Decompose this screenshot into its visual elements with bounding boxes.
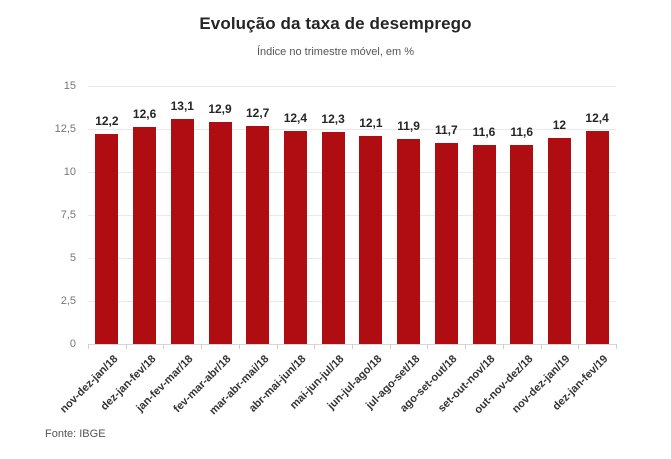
- y-tick-label: 5: [69, 252, 76, 264]
- x-axis-tick: [314, 344, 316, 349]
- x-axis-tick: [578, 344, 580, 349]
- y-tick-label: 0: [69, 338, 76, 350]
- bar: [95, 134, 119, 344]
- y-tick-label: 10: [63, 166, 76, 178]
- x-axis-tick: [88, 344, 89, 349]
- bar: [133, 127, 157, 344]
- x-axis-tick: [616, 344, 617, 349]
- bar: [208, 122, 232, 344]
- x-axis-tick: [201, 344, 203, 349]
- bar-value-label: 12,4: [585, 110, 609, 125]
- y-tick-label: 12,5: [54, 123, 76, 135]
- bar-value-label: 12,9: [208, 102, 232, 117]
- x-axis-tick: [427, 344, 429, 349]
- bar-value-label: 12,1: [359, 115, 383, 130]
- x-axis-tick: [352, 344, 353, 349]
- x-axis-tick: [163, 344, 165, 349]
- x-axis-tick: [502, 344, 504, 349]
- x-axis-tick: [238, 344, 240, 349]
- x-axis-tick: [465, 344, 467, 349]
- gridline: [88, 172, 616, 173]
- gridline: [88, 215, 616, 216]
- bar-value-label: 11,7: [434, 122, 458, 137]
- bar: [397, 139, 421, 344]
- bar: [246, 125, 270, 344]
- bar: [170, 118, 194, 344]
- y-tick-label: 2,5: [60, 295, 76, 307]
- x-axis-tick: [125, 344, 127, 349]
- bar-value-label: 12,7: [246, 105, 270, 120]
- bar-value-label: 11,6: [472, 124, 496, 139]
- bar: [321, 132, 345, 344]
- gridline: [88, 86, 616, 87]
- x-axis-tick: [540, 344, 542, 349]
- bar-value-label: 12: [552, 117, 567, 132]
- bar-value-label: 12,4: [283, 110, 308, 125]
- gridline: [88, 301, 616, 302]
- source-note: Fonte: IBGE: [45, 428, 106, 440]
- y-tick-label: 15: [63, 80, 76, 92]
- chart-subtitle: Índice no trimestre móvel, em %: [256, 46, 415, 58]
- gridline: [88, 258, 616, 259]
- bar-value-label: 12,2: [95, 114, 119, 129]
- y-tick-label: 7,5: [60, 209, 76, 221]
- bar-value-label: 12,6: [132, 107, 157, 122]
- bar-value-label: 11,9: [397, 119, 420, 134]
- bar: [472, 144, 496, 344]
- bar: [283, 130, 307, 344]
- bar: [510, 144, 534, 344]
- x-axis-tick: [389, 344, 391, 349]
- x-axis-tick: [276, 344, 278, 349]
- bar-value-label: 13,1: [170, 98, 194, 113]
- bar: [585, 130, 609, 344]
- bar: [434, 142, 458, 344]
- gridline: [88, 129, 616, 130]
- bar: [359, 135, 383, 344]
- bar: [547, 137, 571, 344]
- bar-value-label: 12,3: [321, 112, 345, 127]
- bar-value-label: 11,6: [510, 124, 534, 139]
- chart-title: Evolução da taxa de desemprego: [199, 14, 472, 33]
